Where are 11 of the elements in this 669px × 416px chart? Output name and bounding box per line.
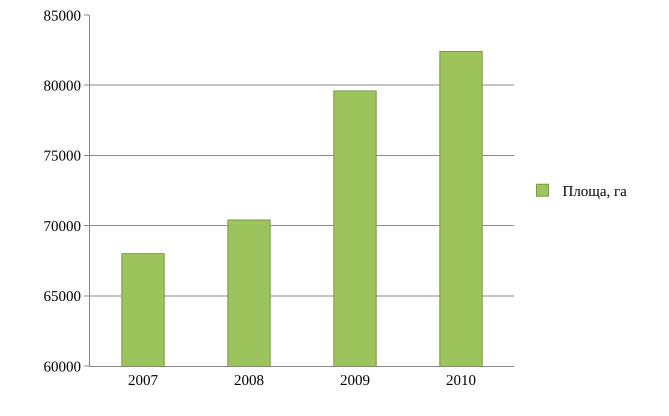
x-tick-label: 2010 [446, 373, 476, 389]
legend-label: Площа, га [562, 184, 628, 200]
x-tick-label: 2009 [340, 373, 370, 389]
y-tick-label: 80000 [44, 78, 81, 94]
x-tick-label: 2007 [128, 373, 158, 389]
y-tick-label: 65000 [44, 289, 81, 306]
y-tick-label: 70000 [44, 218, 81, 235]
y-tick-label: 60000 [44, 359, 81, 376]
y-tick-label: 85000 [44, 8, 81, 24]
y-tick-label: 75000 [44, 148, 81, 165]
x-tick-label: 2008 [234, 373, 264, 389]
